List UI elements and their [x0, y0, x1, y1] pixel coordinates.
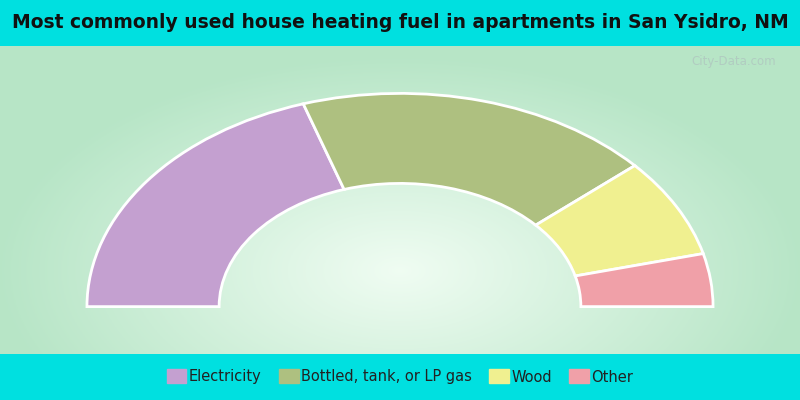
Wedge shape	[303, 93, 635, 225]
Wedge shape	[87, 104, 344, 307]
Text: Most commonly used house heating fuel in apartments in San Ysidro, NM: Most commonly used house heating fuel in…	[12, 14, 788, 32]
Wedge shape	[536, 166, 703, 276]
Text: City-Data.com: City-Data.com	[691, 55, 776, 68]
Wedge shape	[575, 254, 713, 307]
Legend: Electricity, Bottled, tank, or LP gas, Wood, Other: Electricity, Bottled, tank, or LP gas, W…	[167, 370, 633, 384]
